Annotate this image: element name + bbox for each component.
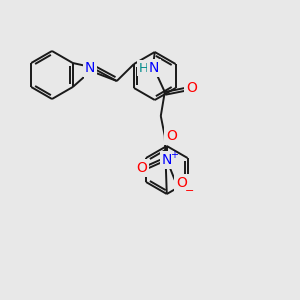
- Text: N: N: [85, 61, 95, 75]
- Text: O: O: [186, 81, 197, 95]
- Text: −: −: [185, 186, 194, 196]
- Text: O: O: [166, 129, 177, 143]
- Text: O: O: [176, 176, 187, 190]
- Text: S: S: [86, 64, 95, 78]
- Text: O: O: [136, 161, 147, 175]
- Text: +: +: [170, 150, 178, 160]
- Text: H: H: [139, 61, 149, 74]
- Text: N: N: [148, 61, 159, 75]
- Text: N: N: [162, 153, 172, 167]
